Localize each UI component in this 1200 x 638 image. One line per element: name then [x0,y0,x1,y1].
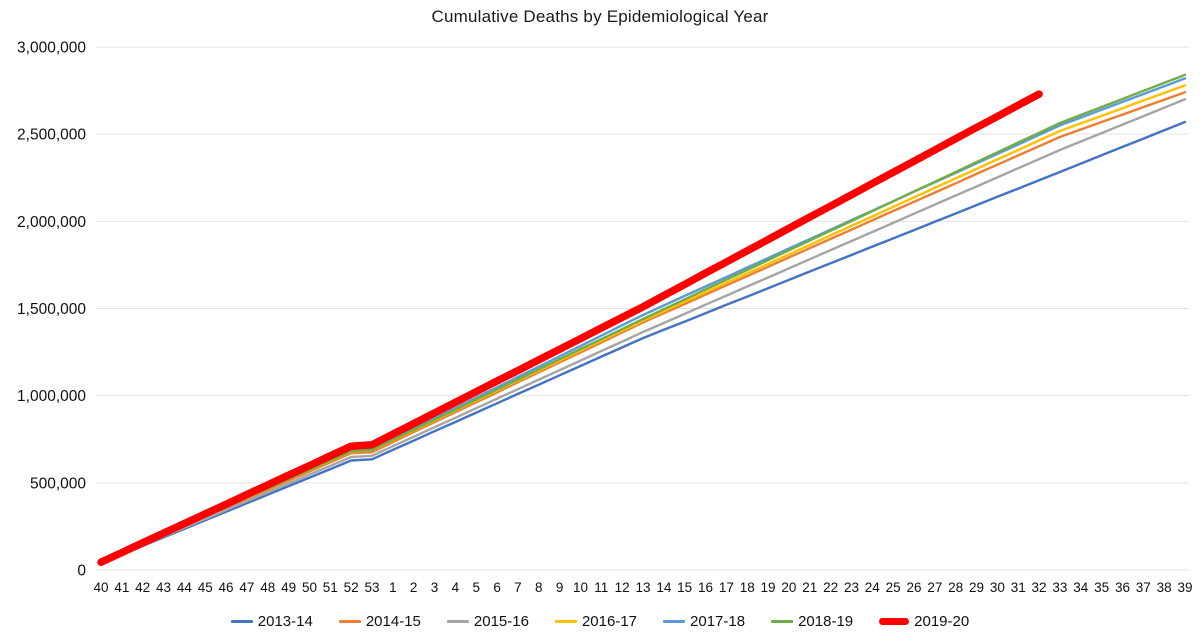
x-tick-label: 45 [198,580,213,595]
legend-item-2016-17: 2016-17 [554,613,638,630]
legend-item-2015-16: 2015-16 [446,613,529,630]
x-tick-label: 41 [114,580,129,595]
legend-swatch-2019-20 [879,618,910,625]
x-tick-label: 48 [260,580,275,595]
x-tick-label: 29 [969,580,984,595]
x-tick-label: 14 [656,580,672,595]
x-tick-label: 20 [781,580,796,595]
x-tick-label: 22 [823,580,838,595]
legend-item-2014-15: 2014-15 [338,613,421,630]
legend-label: 2014-15 [365,613,421,630]
x-tick-label: 16 [698,580,713,595]
x-tick-label: 8 [535,580,543,595]
x-tick-label: 7 [514,580,522,595]
x-tick-label: 43 [156,580,171,595]
x-tick-label: 49 [281,580,296,595]
x-tick-label: 36 [1115,580,1130,595]
x-tick-label: 34 [1073,580,1089,595]
x-tick-label: 46 [219,580,234,595]
y-tick-label: 2,500,000 [17,127,86,144]
x-tick-label: 27 [927,580,942,595]
x-tick-label: 18 [740,580,755,595]
x-tick-label: 25 [886,580,901,595]
x-tick-label: 51 [323,580,338,595]
x-tick-label: 47 [239,580,254,595]
x-tick-label: 10 [573,580,588,595]
x-tick-label: 37 [1136,580,1151,595]
x-tick-label: 3 [431,580,439,595]
x-tick-label: 26 [906,580,921,595]
series-line-2019-20 [97,90,1043,566]
y-tick-label: 1,000,000 [17,388,86,405]
x-tick-label: 23 [844,580,859,595]
x-tick-label: 24 [865,580,881,595]
x-tick-label: 32 [1032,580,1047,595]
x-tick-label: 52 [344,580,359,595]
x-tick-label: 5 [472,580,480,595]
x-tick-label: 53 [364,580,379,595]
legend-item-2017-18: 2017-18 [663,613,745,630]
x-tick-label: 30 [990,580,1005,595]
chart-title: Cumulative Deaths by Epidemiological Yea… [431,7,769,26]
y-tick-label: 500,000 [30,475,86,492]
series-line-2013-14 [99,120,1187,565]
x-tick-label: 1 [389,580,397,595]
legend-swatch-2013-14 [230,620,253,623]
legend-label: 2013-14 [257,613,313,630]
x-tick-label: 15 [677,580,692,595]
x-tick-label: 13 [635,580,650,595]
legend-item-2018-19: 2018-19 [771,613,853,630]
x-tick-label: 39 [1177,580,1192,595]
legend-swatch-2016-17 [554,620,577,623]
x-tick-label: 33 [1052,580,1067,595]
series-line-2014-15 [99,91,1187,565]
x-tick-label: 17 [719,580,734,595]
legend-swatch-2015-16 [446,620,469,623]
x-tick-label: 4 [452,580,460,595]
y-tick-label: 2,000,000 [17,214,86,231]
legend-label: 2016-17 [581,613,638,630]
legend-item-2013-14: 2013-14 [230,613,313,630]
legend-label: 2015-16 [473,613,529,630]
x-tick-label: 38 [1157,580,1172,595]
x-tick-label: 21 [802,580,817,595]
series-line-2015-16 [99,98,1187,565]
legend-swatch-2014-15 [338,620,361,623]
x-tick-label: 12 [615,580,630,595]
legend-swatch-2018-19 [771,620,794,623]
legend-label: 2017-18 [690,613,746,630]
x-tick-label: 11 [594,580,608,595]
x-tick-label: 9 [556,580,564,595]
x-tick-label: 42 [135,580,150,595]
x-tick-label: 31 [1011,580,1026,595]
chart-legend: 2013-14 2014-15 2015-16 2016-17 2017-18 2018-… [0,613,1200,630]
y-tick-label: 3,000,000 [17,40,86,57]
x-tick-label: 44 [177,580,193,595]
y-tick-label: 1,500,000 [17,301,86,318]
x-tick-label: 35 [1094,580,1109,595]
legend-item-2019-20: 2019-20 [879,613,969,630]
legend-label: 2019-20 [914,613,970,630]
legend-swatch-2017-18 [663,620,686,623]
x-tick-label: 19 [761,580,776,595]
x-tick-label: 50 [302,580,317,595]
x-tick-label: 6 [493,580,501,595]
chart-plot-area: 0 500,000 1,000,000 1,500,000 2,000,000 2,500… [17,40,1192,596]
y-tick-label: 0 [77,563,86,580]
x-tick-label: 2 [410,580,418,595]
x-tick-label: 40 [93,580,108,595]
x-tick-label: 28 [948,580,963,595]
legend-label: 2018-19 [798,613,854,630]
